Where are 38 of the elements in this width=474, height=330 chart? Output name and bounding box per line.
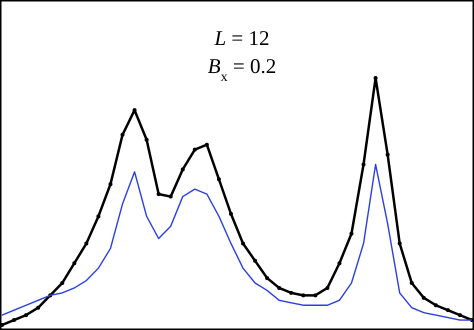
- text: L = 12: [213, 26, 270, 50]
- point: [216, 177, 221, 182]
- point: [386, 152, 390, 157]
- point: [228, 212, 233, 216]
- point: [24, 313, 28, 318]
- point: [36, 306, 40, 310]
- point: [96, 214, 100, 218]
- point: [108, 182, 112, 186]
- point: [458, 313, 462, 318]
- point: [144, 138, 149, 142]
- point: [277, 286, 282, 290]
- point: [12, 318, 16, 322]
- point: [422, 296, 426, 300]
- point: [192, 148, 197, 152]
- point: [313, 293, 318, 298]
- point: [72, 261, 76, 266]
- point: [204, 142, 209, 147]
- point: [289, 290, 294, 295]
- point: [362, 162, 366, 166]
- point: [253, 258, 258, 263]
- point: [301, 293, 306, 298]
- point: [374, 76, 378, 80]
- point: [434, 303, 438, 308]
- point: [84, 241, 88, 246]
- point: [398, 241, 402, 246]
- point: [446, 308, 450, 312]
- point: [337, 261, 342, 266]
- point: [349, 232, 354, 236]
- point: [120, 132, 125, 137]
- point: [325, 286, 330, 290]
- annotation: B$_{x}$ = 0.2: [208, 54, 276, 84]
- point: [265, 276, 270, 280]
- point: [60, 281, 64, 286]
- point: [180, 167, 185, 172]
- point: [168, 194, 173, 199]
- point: [410, 281, 414, 286]
- point: [156, 192, 161, 196]
- point: [241, 241, 246, 246]
